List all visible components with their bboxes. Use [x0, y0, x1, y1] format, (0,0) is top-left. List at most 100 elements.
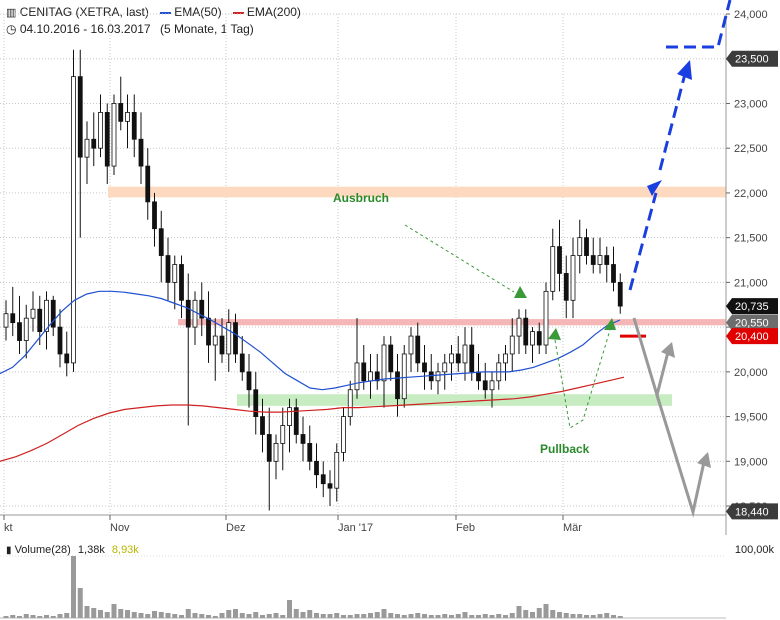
volume-bar	[462, 612, 468, 618]
candle-body	[246, 371, 252, 391]
y-tick-label: 20,000	[734, 367, 768, 379]
candle-body	[111, 103, 117, 167]
candle-body	[368, 371, 373, 382]
volume-bar	[125, 610, 130, 618]
candle-body	[206, 317, 211, 346]
volume-bar	[320, 614, 326, 618]
candle-body	[219, 335, 225, 355]
clock-icon: ◷	[6, 22, 17, 36]
volume-bar	[435, 615, 441, 618]
y-tick-label: 22,500	[734, 143, 768, 155]
x-tick-label: Feb	[456, 522, 475, 534]
volume-bar	[530, 612, 535, 618]
ausbruch-pointer-arrow	[514, 286, 527, 298]
x-tick-label: kt	[4, 522, 13, 534]
volume-bar	[503, 615, 508, 618]
volume-bar	[604, 613, 610, 618]
volume-bar	[489, 615, 495, 618]
volume-bar	[104, 612, 110, 618]
candle-body	[212, 335, 218, 346]
volume-bar	[347, 615, 353, 618]
volume-bar	[354, 614, 360, 618]
volume-bar	[388, 613, 394, 618]
candle-body	[395, 371, 400, 400]
candle-body	[125, 112, 130, 122]
volume-bar	[570, 614, 576, 618]
candle-body	[428, 371, 434, 382]
zone-support	[237, 394, 672, 406]
volume-bar	[509, 613, 515, 618]
candle-body	[77, 76, 83, 158]
candle-body	[617, 281, 623, 307]
volume-bar	[158, 612, 164, 618]
volume-bar	[57, 614, 63, 618]
volume-bar	[179, 615, 184, 618]
candle-body	[104, 112, 110, 167]
candle-body	[30, 308, 36, 319]
volume-value-1: 1,38k	[77, 544, 105, 556]
volume-bar	[260, 615, 265, 618]
candle-body	[287, 407, 292, 426]
bear-scenario-1	[632, 317, 670, 401]
volume-bar	[401, 615, 407, 618]
candle-body	[64, 353, 70, 364]
candle-body	[530, 331, 535, 346]
candle-body	[239, 353, 245, 373]
volume-bar	[50, 616, 56, 618]
volume-bar	[381, 609, 387, 618]
candle-body	[300, 434, 306, 444]
candle-body	[91, 138, 97, 149]
candle-body	[442, 362, 448, 373]
volume-bar	[543, 604, 549, 618]
volume-bar	[17, 616, 22, 618]
title-row: ▥ CENITAG (XETRA, last) EMA(50) EMA(200)	[6, 5, 301, 20]
volume-bars-icon: ▮	[6, 545, 12, 556]
candle-body	[388, 344, 394, 373]
volume-bar	[368, 613, 373, 618]
candle-body	[44, 299, 49, 332]
volume-bar	[557, 612, 562, 618]
candle-body	[408, 335, 414, 355]
candle-body	[118, 103, 124, 122]
volume-bar	[334, 613, 340, 618]
candle-body	[401, 353, 407, 400]
volume-bar	[482, 614, 488, 618]
candle-body	[341, 416, 346, 453]
volume-bar	[300, 612, 306, 618]
volume-bar	[496, 614, 502, 618]
volume-bar	[185, 609, 191, 618]
volume-bar	[428, 615, 434, 618]
x-tick-label: Dez	[226, 522, 246, 534]
candle-body	[449, 353, 454, 364]
volume-bar	[212, 616, 218, 618]
volume-bar	[584, 615, 589, 618]
candle-body	[280, 425, 286, 444]
volume-bar	[192, 613, 198, 618]
candle-body	[138, 138, 144, 167]
bear-scenario-2	[655, 394, 706, 518]
candle-body	[17, 322, 22, 341]
ema200-line	[0, 376, 625, 462]
volume-bar	[523, 610, 529, 618]
candle-body	[98, 112, 103, 149]
candle-body	[10, 313, 16, 324]
price-tag	[726, 50, 778, 67]
candle-body	[37, 308, 43, 332]
volume-bar	[550, 610, 556, 618]
volume-bar	[374, 612, 380, 618]
candle-body	[84, 138, 90, 158]
volume-bar	[293, 609, 299, 618]
volume-bar	[64, 613, 70, 618]
candle-body	[469, 344, 475, 373]
volume-bar	[442, 614, 448, 618]
candle-body	[145, 165, 151, 203]
volume-bar	[172, 614, 178, 618]
volume-bar	[395, 614, 400, 618]
volume-bar	[266, 614, 272, 618]
y-tick-label: 19,500	[734, 412, 768, 424]
candle-body	[327, 483, 333, 489]
volume-bar	[152, 611, 157, 618]
volume-bar	[611, 615, 616, 618]
